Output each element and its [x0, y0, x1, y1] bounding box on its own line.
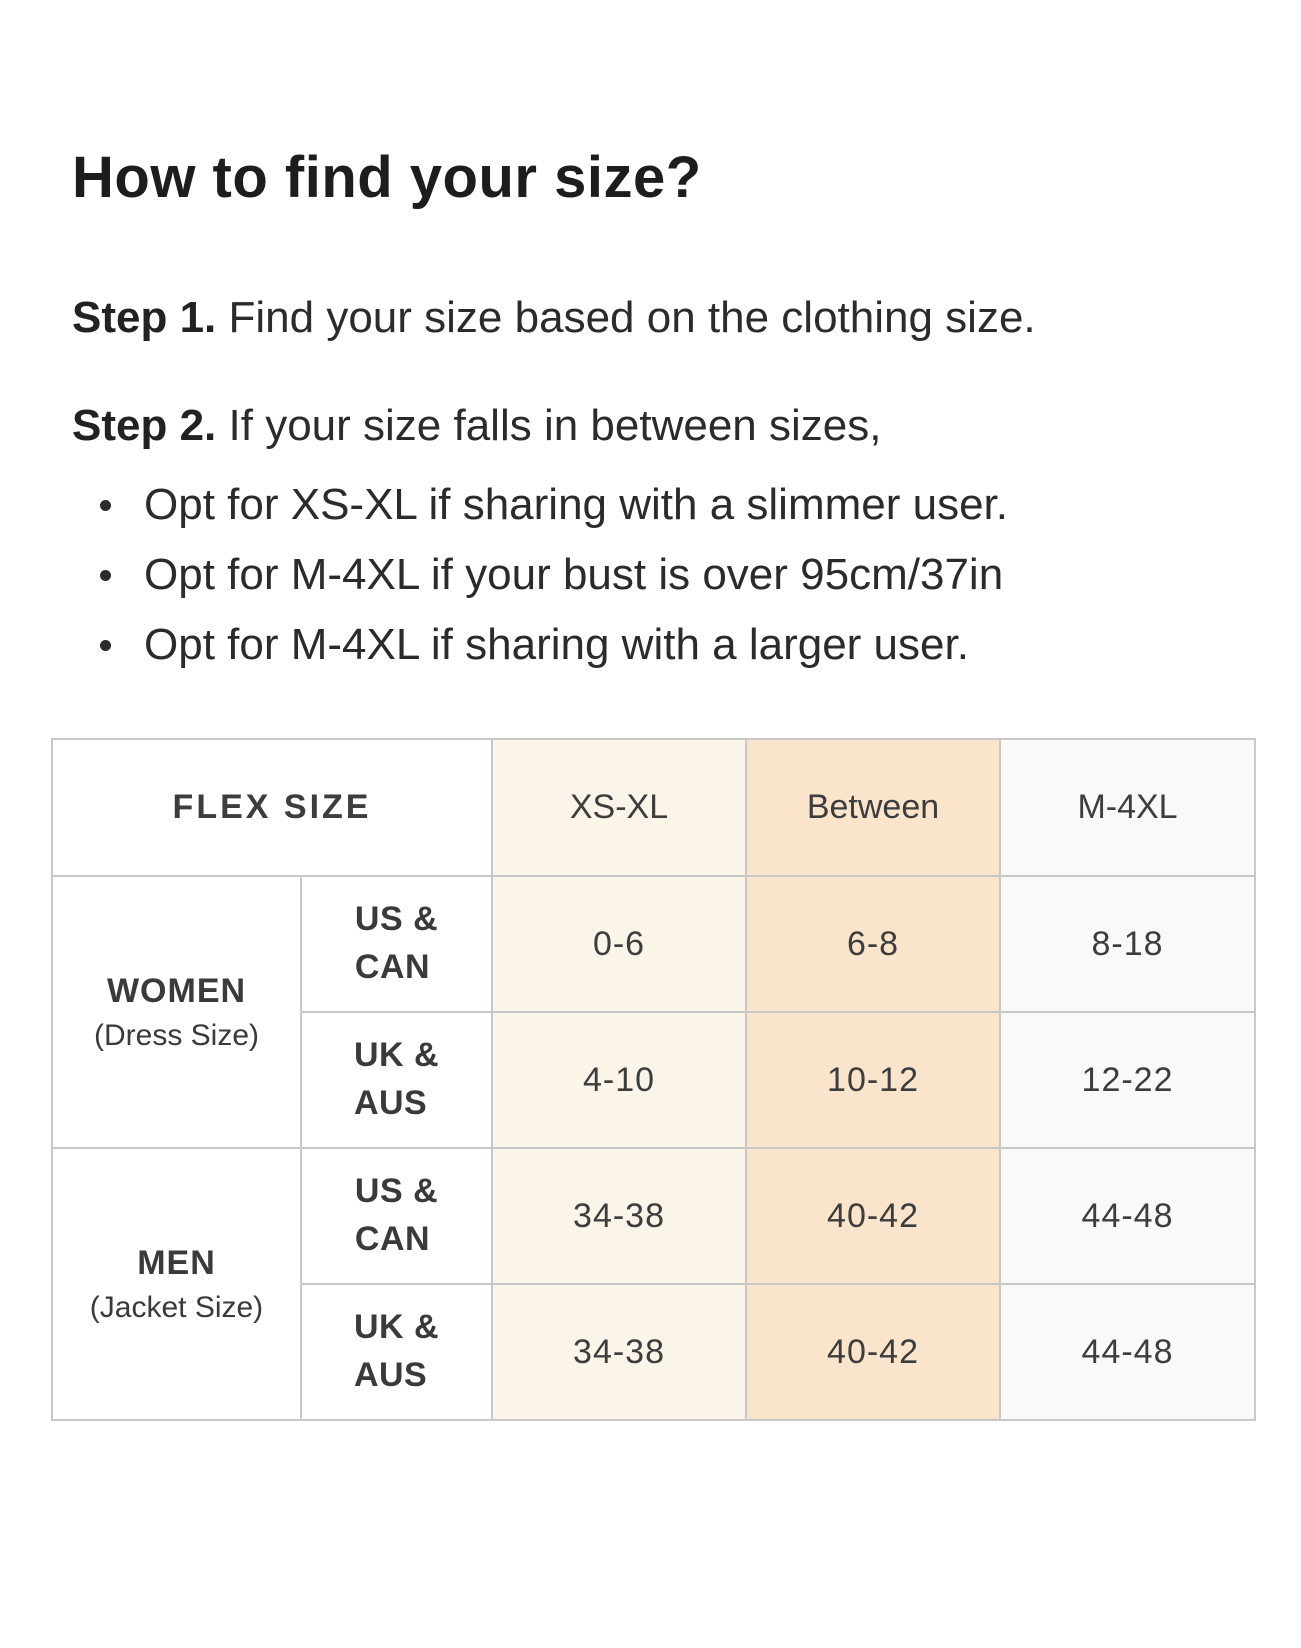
table-row: MEN (Jacket Size) US & CAN 34-38 40-42 4… — [51, 1147, 1257, 1422]
bullet-text: Opt for M-4XL if sharing with a larger u… — [144, 620, 969, 670]
row-group-women-cell: WOMEN (Dress Size) — [51, 875, 302, 1150]
region-label: UK & AUS — [353, 1036, 440, 1123]
bullet-list: Opt for XS-XL if sharing with a slimmer … — [0, 470, 1301, 680]
column-header-between: Between — [745, 738, 1002, 878]
list-item: Opt for XS-XL if sharing with a slimmer … — [100, 470, 1301, 540]
bullet-text: Opt for XS-XL if sharing with a slimmer … — [144, 480, 1008, 530]
bullet-dot-icon — [100, 570, 111, 582]
column-header-xs-xl: XS-XL — [491, 738, 748, 878]
size-value-cell: 12-22 — [999, 1011, 1257, 1150]
table-row: UK & AUS 34-38 40-42 44-48 — [52, 1283, 1257, 1422]
region-label: US & CAN — [354, 1172, 439, 1259]
group-label-men: MEN — [137, 1243, 216, 1282]
step-2: Step 2. If your size falls in between si… — [72, 401, 1301, 452]
size-chart-table: FLEX SIZE XS-XL Between M-4XL WOMEN (Dre… — [50, 738, 1257, 1422]
bullet-dot-icon — [100, 500, 111, 512]
size-value-cell: 40-42 — [745, 1283, 1002, 1422]
group-sublabel-women: (Dress Size) — [93, 1018, 259, 1052]
size-guide-page: How to find your size? Step 1. Find your… — [0, 145, 1301, 1648]
table-row: WOMEN (Dress Size) US & CAN 0-6 6-8 8-18 — [51, 875, 1257, 1150]
column-header-m-4xl: M-4XL — [999, 738, 1257, 878]
list-item: Opt for M-4XL if sharing with a larger u… — [100, 610, 1301, 680]
region-cell: US & CAN — [299, 875, 494, 1014]
region-label: US & CAN — [354, 900, 439, 987]
table-row: UK & AUS 4-10 10-12 12-22 — [52, 1011, 1257, 1150]
size-value-cell: 44-48 — [999, 1283, 1257, 1422]
size-value-cell: 34-38 — [491, 1147, 748, 1286]
group-label-women: WOMEN — [106, 971, 247, 1010]
group-sublabel-men: (Jacket Size) — [89, 1290, 264, 1324]
bullet-text: Opt for M-4XL if your bust is over 95cm/… — [144, 550, 1004, 600]
row-group-men-cell: MEN (Jacket Size) — [51, 1147, 302, 1422]
list-item: Opt for M-4XL if your bust is over 95cm/… — [100, 540, 1301, 610]
size-value-cell: 34-38 — [491, 1283, 748, 1422]
bullet-dot-icon — [100, 640, 111, 652]
region-cell: UK & AUS — [299, 1011, 494, 1150]
step-1-label: Step 1. — [72, 292, 217, 342]
region-cell: US & CAN — [299, 1147, 494, 1286]
step-1-text: Find your size based on the clothing siz… — [228, 292, 1036, 342]
region-cell: UK & AUS — [299, 1283, 494, 1422]
size-value-cell: 40-42 — [745, 1147, 1002, 1286]
region-label: UK & AUS — [353, 1308, 440, 1395]
size-value-cell: 4-10 — [491, 1011, 748, 1150]
step-2-text: If your size falls in between sizes, — [228, 401, 882, 451]
size-value-cell: 0-6 — [491, 875, 748, 1014]
page-title: How to find your size? — [72, 145, 702, 210]
size-value-cell: 10-12 — [745, 1011, 1002, 1150]
step-1: Step 1. Find your size based on the clot… — [72, 293, 1301, 344]
step-2-label: Step 2. — [72, 401, 217, 451]
table-header-row: FLEX SIZE XS-XL Between M-4XL — [50, 738, 1257, 878]
flex-size-header-cell: FLEX SIZE — [50, 738, 494, 878]
size-value-cell: 6-8 — [745, 875, 1002, 1014]
size-value-cell: 44-48 — [999, 1147, 1257, 1286]
size-value-cell: 8-18 — [999, 875, 1257, 1014]
